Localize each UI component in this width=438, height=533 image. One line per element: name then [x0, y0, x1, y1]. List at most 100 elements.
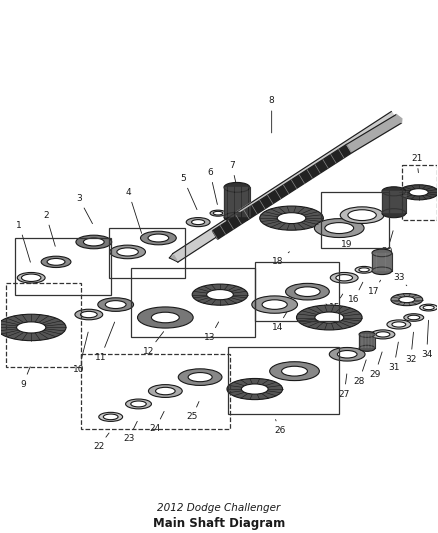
Ellipse shape: [399, 296, 415, 303]
Text: 2: 2: [43, 211, 55, 246]
Ellipse shape: [420, 304, 438, 311]
Ellipse shape: [131, 401, 146, 407]
Ellipse shape: [355, 266, 373, 273]
Ellipse shape: [408, 315, 420, 320]
Text: 11: 11: [95, 322, 115, 362]
Text: 15: 15: [328, 294, 343, 312]
Polygon shape: [170, 255, 177, 261]
Ellipse shape: [141, 231, 176, 245]
Ellipse shape: [224, 182, 250, 192]
Bar: [228, 348, 339, 414]
Ellipse shape: [336, 274, 353, 281]
Polygon shape: [212, 144, 352, 239]
Ellipse shape: [376, 332, 390, 337]
Bar: [255, 262, 339, 321]
Ellipse shape: [282, 366, 307, 376]
Text: 20: 20: [381, 231, 393, 256]
Ellipse shape: [391, 294, 423, 305]
Text: 18: 18: [272, 252, 290, 266]
FancyBboxPatch shape: [224, 187, 250, 217]
Ellipse shape: [227, 378, 283, 400]
Text: 4: 4: [126, 188, 141, 233]
Text: 22: 22: [93, 433, 109, 451]
Ellipse shape: [241, 384, 268, 394]
Ellipse shape: [372, 267, 392, 274]
Ellipse shape: [98, 298, 134, 311]
Ellipse shape: [330, 272, 358, 283]
Ellipse shape: [399, 185, 438, 200]
Ellipse shape: [17, 272, 45, 283]
Ellipse shape: [188, 373, 212, 382]
Text: 6: 6: [207, 168, 217, 205]
Text: 8: 8: [269, 96, 275, 133]
Ellipse shape: [138, 307, 193, 328]
Ellipse shape: [295, 287, 320, 296]
Text: 28: 28: [353, 360, 366, 385]
Bar: [109, 228, 185, 278]
Ellipse shape: [75, 309, 103, 320]
Ellipse shape: [329, 348, 365, 361]
Ellipse shape: [260, 206, 323, 230]
Ellipse shape: [117, 248, 138, 256]
Text: 9: 9: [21, 367, 30, 389]
Ellipse shape: [325, 223, 353, 233]
Ellipse shape: [148, 385, 182, 398]
Text: 13: 13: [204, 322, 219, 342]
Ellipse shape: [192, 284, 248, 305]
Ellipse shape: [81, 311, 97, 318]
Ellipse shape: [83, 238, 104, 246]
Ellipse shape: [262, 300, 287, 309]
Bar: [15, 238, 111, 295]
Ellipse shape: [340, 207, 384, 223]
Text: 26: 26: [274, 419, 285, 435]
Ellipse shape: [359, 345, 375, 351]
Bar: [321, 192, 389, 248]
Ellipse shape: [126, 399, 152, 409]
Text: 34: 34: [421, 320, 432, 359]
Text: 12: 12: [143, 332, 164, 356]
Ellipse shape: [148, 234, 169, 242]
Ellipse shape: [76, 235, 112, 249]
Ellipse shape: [252, 296, 297, 313]
Ellipse shape: [404, 314, 424, 321]
Ellipse shape: [21, 274, 41, 281]
FancyBboxPatch shape: [382, 191, 406, 213]
Text: 5: 5: [180, 174, 197, 209]
Text: 32: 32: [405, 332, 417, 364]
Ellipse shape: [382, 187, 406, 196]
Ellipse shape: [387, 320, 411, 329]
Text: 19: 19: [342, 231, 353, 249]
Text: 30: 30: [311, 290, 328, 305]
Text: 1: 1: [16, 221, 30, 262]
Text: 7: 7: [229, 161, 236, 184]
Ellipse shape: [0, 314, 66, 341]
Text: Main Shaft Diagram: Main Shaft Diagram: [153, 516, 285, 530]
Text: 17: 17: [368, 280, 381, 296]
Text: 24: 24: [150, 411, 164, 433]
Ellipse shape: [105, 301, 126, 309]
Bar: [131, 268, 255, 337]
FancyBboxPatch shape: [372, 253, 392, 271]
Ellipse shape: [348, 210, 376, 221]
Ellipse shape: [155, 387, 175, 395]
Bar: [402, 165, 437, 220]
Text: 33: 33: [393, 273, 407, 286]
FancyBboxPatch shape: [359, 334, 375, 348]
Ellipse shape: [110, 245, 145, 259]
Polygon shape: [173, 111, 396, 262]
Ellipse shape: [409, 189, 428, 196]
Ellipse shape: [191, 220, 205, 224]
Ellipse shape: [314, 219, 364, 238]
Ellipse shape: [315, 312, 344, 323]
Ellipse shape: [213, 212, 223, 215]
Text: 10: 10: [73, 332, 88, 374]
Bar: [7, 282, 81, 367]
Ellipse shape: [359, 268, 369, 272]
Text: 21: 21: [411, 154, 422, 173]
Text: 27: 27: [339, 374, 350, 399]
Ellipse shape: [372, 249, 392, 257]
Ellipse shape: [17, 322, 46, 333]
Text: 23: 23: [123, 422, 137, 443]
Ellipse shape: [286, 284, 329, 300]
Ellipse shape: [210, 210, 226, 216]
